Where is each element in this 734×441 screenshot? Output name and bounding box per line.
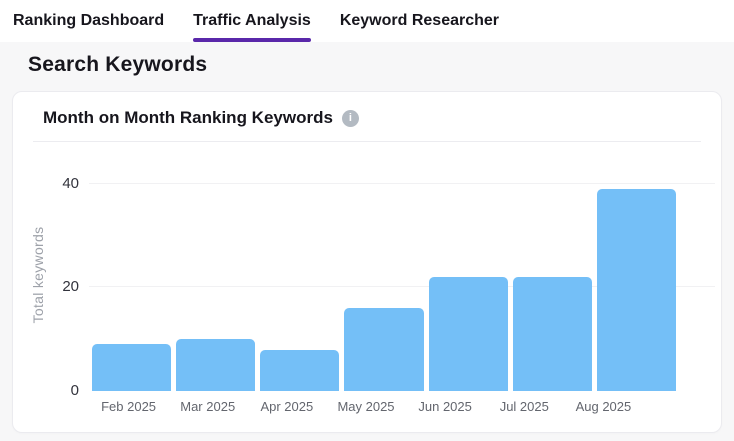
bar-jul-2025[interactable] bbox=[512, 277, 593, 391]
bar-aug-2025[interactable] bbox=[597, 189, 677, 391]
card-divider bbox=[33, 141, 701, 142]
x-label-jun-2025: Jun 2025 bbox=[418, 399, 472, 414]
tab-label: Ranking Dashboard bbox=[13, 12, 165, 29]
bar-jun-2025[interactable] bbox=[428, 277, 508, 391]
bar-apr-2025[interactable] bbox=[260, 349, 340, 391]
info-icon[interactable]: i bbox=[341, 109, 359, 127]
x-label-mar-2025: Mar 2025 bbox=[180, 399, 236, 414]
active-tab-underline bbox=[193, 38, 311, 42]
gridline-20 bbox=[89, 286, 715, 288]
plot-area bbox=[89, 158, 715, 391]
y-axis-title-text: Total keywords bbox=[30, 226, 46, 323]
tab-label: Keyword Researcher bbox=[339, 12, 500, 29]
bar-mar-2025[interactable] bbox=[175, 339, 256, 391]
bar-slot bbox=[173, 158, 257, 391]
bar-feb-2025[interactable] bbox=[91, 344, 171, 391]
y-axis-title: Total keywords bbox=[29, 158, 47, 391]
tab-label: Traffic Analysis bbox=[193, 12, 311, 29]
page-title: Search Keywords bbox=[28, 53, 208, 76]
y-axis-ticks: 0 20 40 bbox=[47, 158, 89, 398]
x-label-may-2025: May 2025 bbox=[337, 399, 395, 414]
x-label-aug-2025: Aug 2025 bbox=[575, 399, 632, 414]
x-label-jul-2025: Jul 2025 bbox=[499, 399, 549, 414]
y-tick-20: 20 bbox=[62, 278, 79, 296]
x-label-apr-2025: Apr 2025 bbox=[260, 399, 314, 414]
card-title: Month on Month Ranking Keywords bbox=[43, 108, 333, 127]
ranking-keywords-card: Month on Month Ranking Keywords i Total … bbox=[12, 91, 722, 433]
y-tick-40: 40 bbox=[62, 174, 79, 192]
tab-keyword-researcher[interactable]: Keyword Researcher bbox=[340, 0, 499, 42]
x-axis-labels: Feb 2025 Mar 2025 Apr 2025 May 2025 Jun 2025… bbox=[89, 399, 679, 414]
bar-slot bbox=[342, 158, 426, 391]
tab-traffic-analysis[interactable]: Traffic Analysis bbox=[193, 0, 311, 42]
bar-chart: Total keywords 0 20 40 bbox=[13, 142, 721, 399]
tab-ranking-dashboard[interactable]: Ranking Dashboard bbox=[13, 0, 164, 42]
bars-container bbox=[89, 158, 679, 391]
gridline-40 bbox=[89, 182, 715, 184]
bar-slot bbox=[89, 158, 173, 391]
x-label-feb-2025: Feb 2025 bbox=[101, 399, 157, 414]
bar-slot bbox=[258, 158, 342, 391]
bar-slot bbox=[595, 158, 679, 391]
bar-slot bbox=[426, 158, 510, 391]
bar-may-2025[interactable] bbox=[344, 308, 424, 391]
y-tick-0: 0 bbox=[70, 382, 79, 399]
card-header: Month on Month Ranking Keywords i bbox=[13, 92, 721, 141]
bar-slot bbox=[510, 158, 594, 391]
top-tab-bar: Ranking Dashboard Traffic Analysis Keywo… bbox=[0, 0, 734, 42]
